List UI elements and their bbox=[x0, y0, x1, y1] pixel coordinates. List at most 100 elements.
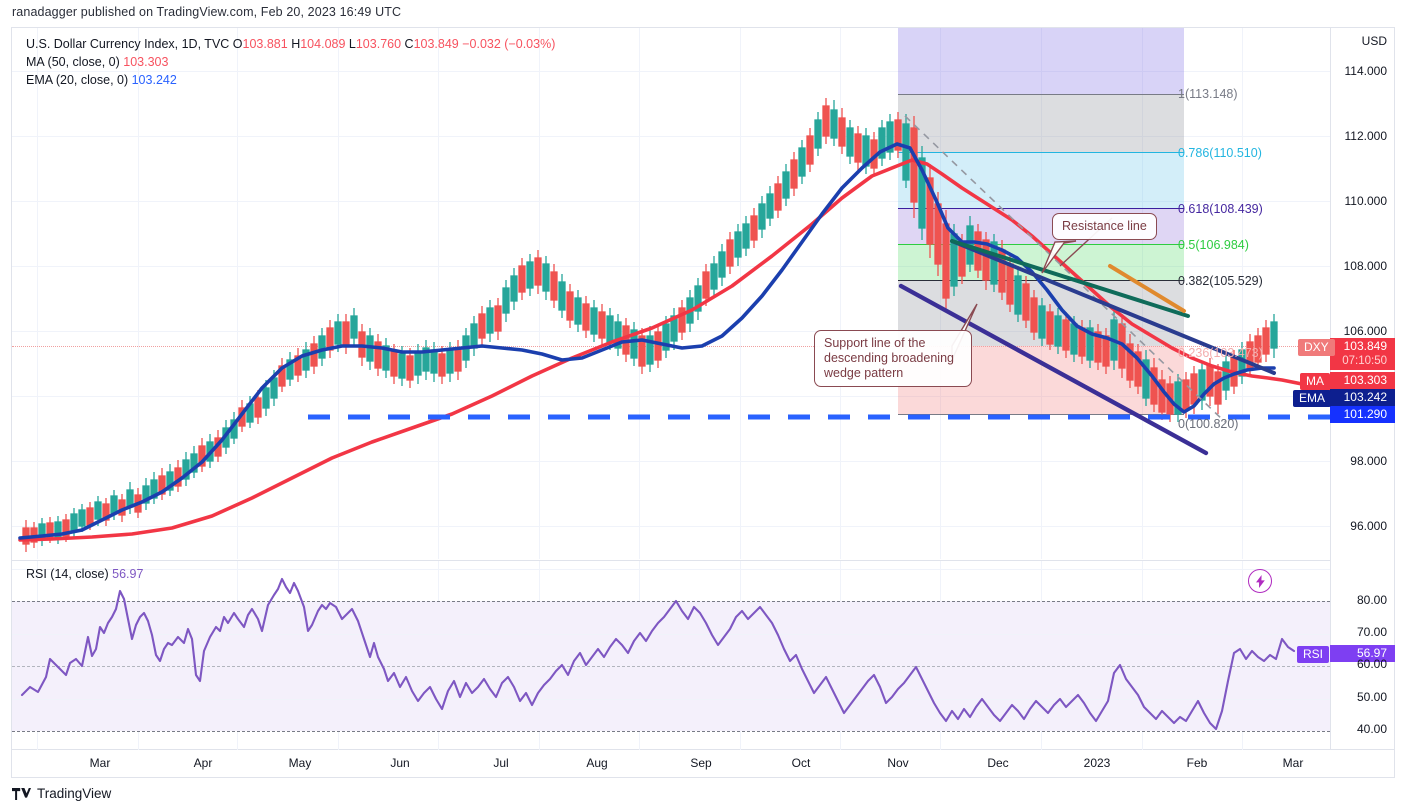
price-badge-dxy-price: 103.849 bbox=[1343, 339, 1387, 353]
legend-ma-value: 103.303 bbox=[123, 55, 169, 69]
gridline-h bbox=[12, 201, 1330, 202]
time-axis-tick: Jun bbox=[390, 756, 410, 770]
time-axis-tick: Mar bbox=[89, 756, 111, 770]
fib-label-1: 1(113.148) bbox=[1178, 87, 1238, 101]
gridline-h bbox=[12, 634, 1330, 635]
tradingview-logo-icon bbox=[12, 787, 31, 800]
tag-ema[interactable]: EMA bbox=[1293, 390, 1332, 407]
rsi-series-svg bbox=[20, 577, 1296, 731]
time-axis-tick: Oct bbox=[791, 756, 811, 770]
rsi-midline bbox=[12, 666, 1330, 667]
rsi-oversold-line bbox=[12, 731, 1330, 732]
legend-change: −0.032 (−0.03%) bbox=[462, 37, 556, 51]
rsi-axis-tick: 50.00 bbox=[1356, 690, 1387, 704]
tag-ma-label: MA bbox=[1306, 374, 1324, 388]
price-axis-tick: 114.000 bbox=[1344, 64, 1388, 78]
rsi-legend-value: 56.97 bbox=[112, 567, 144, 581]
rsi-axis-tick: 80.00 bbox=[1356, 593, 1387, 607]
price-badge-dxy[interactable]: 103.849 07:10:50 bbox=[1330, 338, 1395, 370]
rsi-legend: RSI (14, close) 56.97 bbox=[26, 567, 143, 581]
price-badge-ema[interactable]: 103.242 bbox=[1330, 389, 1395, 406]
tag-ma[interactable]: MA bbox=[1300, 373, 1330, 390]
price-axis-unit: USD bbox=[1361, 34, 1387, 48]
chart-frame: 1(113.148) 0.786(110.510) 0.618(108.439)… bbox=[11, 27, 1395, 769]
time-axis-tick: Apr bbox=[193, 756, 213, 770]
time-axis[interactable]: Mar Apr May Jun Jul Aug Sep Oct Nov Dec … bbox=[11, 750, 1395, 778]
ma-50-line bbox=[18, 158, 1330, 542]
legend-open-label: O bbox=[232, 37, 243, 51]
rsi-legend-label: RSI (14, close) bbox=[26, 567, 109, 581]
gridline-h bbox=[12, 461, 1330, 462]
price-badge-ma[interactable]: 103.303 bbox=[1330, 372, 1395, 389]
tag-rsi[interactable]: RSI bbox=[1297, 646, 1330, 663]
time-axis-tick: Aug bbox=[586, 756, 608, 770]
fib-line-0786 bbox=[898, 152, 1184, 153]
gridline-h bbox=[12, 136, 1330, 137]
gridline-v bbox=[940, 28, 941, 559]
gridline-v bbox=[1242, 28, 1243, 559]
tag-rsi-label: RSI bbox=[1303, 647, 1324, 661]
legend-symbol-row: U.S. Dollar Currency Index, 1D, TVC O103… bbox=[26, 36, 555, 53]
legend-ema-row: EMA (20, close, 0) 103.242 bbox=[26, 72, 555, 89]
rsi-line bbox=[20, 577, 1296, 731]
legend-low-label: L bbox=[348, 37, 356, 51]
legend-ma-label: MA (50, close, 0) bbox=[26, 55, 120, 69]
tag-dxy[interactable]: DXY bbox=[1298, 339, 1335, 356]
gridline-v bbox=[438, 28, 439, 559]
gridline-h bbox=[12, 71, 1330, 72]
price-badge-support[interactable]: 101.290 bbox=[1330, 406, 1395, 423]
price-badge-ema-value: 103.242 bbox=[1343, 390, 1387, 404]
time-axis-tick: Feb bbox=[1186, 756, 1208, 770]
gridline-v bbox=[740, 28, 741, 559]
fib-label-0382: 0.382(105.529) bbox=[1178, 274, 1263, 288]
footer: TradingView bbox=[12, 786, 111, 801]
price-badge-support-value: 101.290 bbox=[1343, 407, 1387, 421]
price-axis-tick: 98.000 bbox=[1350, 454, 1387, 468]
ema-20-line bbox=[18, 142, 1276, 540]
price-axis-tick: 108.000 bbox=[1343, 259, 1387, 273]
fib-label-0: 0(100.820) bbox=[1178, 417, 1239, 431]
green-trend-line bbox=[950, 239, 1190, 318]
gridline-v bbox=[338, 28, 339, 559]
orange-trend-segment bbox=[1108, 264, 1186, 313]
annotation-resistance-line[interactable]: Resistance line bbox=[1052, 213, 1157, 240]
fib-zone-1-0786 bbox=[898, 94, 1184, 152]
gridline-v bbox=[639, 28, 640, 559]
gridline-v bbox=[840, 28, 841, 559]
price-axis-tick: 112.000 bbox=[1344, 129, 1388, 143]
chart-legend: U.S. Dollar Currency Index, 1D, TVC O103… bbox=[26, 36, 555, 90]
fib-label-05: 0.5(106.984) bbox=[1178, 238, 1249, 252]
legend-high-label: H bbox=[291, 37, 301, 51]
fib-line-0618 bbox=[898, 208, 1184, 209]
gridline-v bbox=[1142, 28, 1143, 559]
rsi-pane[interactable]: RSI (14, close) 56.97 bbox=[12, 560, 1330, 751]
rsi-overbought-line bbox=[12, 601, 1330, 602]
fib-label-0618: 0.618(108.439) bbox=[1178, 202, 1263, 216]
time-axis-tick: Dec bbox=[987, 756, 1009, 770]
price-pane[interactable]: 1(113.148) 0.786(110.510) 0.618(108.439)… bbox=[12, 28, 1330, 559]
gridline-v bbox=[1041, 28, 1042, 559]
gridline-v bbox=[37, 28, 38, 559]
tag-dxy-label: DXY bbox=[1304, 340, 1329, 354]
gridline-h bbox=[12, 266, 1330, 267]
legend-ema-label: EMA (20, close, 0) bbox=[26, 73, 129, 87]
price-series-svg bbox=[18, 98, 1330, 552]
legend-ma-row: MA (50, close, 0) 103.303 bbox=[26, 54, 555, 71]
price-axis[interactable]: USD 114.000 112.000 110.000 108.000 106.… bbox=[1330, 28, 1395, 769]
fib-zone-above-1 bbox=[898, 28, 1184, 94]
footer-brand: TradingView bbox=[37, 786, 112, 801]
annotation-support-line[interactable]: Support line of the descending broadenin… bbox=[814, 330, 972, 387]
fib-label-0236: 0.236(103.473) bbox=[1178, 346, 1263, 360]
lightning-bolt-icon[interactable] bbox=[1248, 569, 1272, 593]
fib-label-0786: 0.786(110.510) bbox=[1178, 146, 1262, 160]
time-axis-tick: 2023 bbox=[1083, 756, 1111, 770]
time-axis-tick: May bbox=[288, 756, 312, 770]
rsi-badge[interactable]: 56.97 bbox=[1330, 645, 1395, 662]
legend-close-value: 103.849 bbox=[413, 37, 459, 51]
time-axis-tick: Jul bbox=[493, 756, 509, 770]
wedge-resistance-line bbox=[950, 239, 1276, 375]
price-badge-dxy-countdown: 07:10:50 bbox=[1342, 355, 1387, 367]
legend-low-value: 103.760 bbox=[355, 37, 402, 51]
tag-ema-label: EMA bbox=[1299, 391, 1326, 405]
attribution-text: ranadagger published on TradingView.com,… bbox=[12, 5, 402, 19]
